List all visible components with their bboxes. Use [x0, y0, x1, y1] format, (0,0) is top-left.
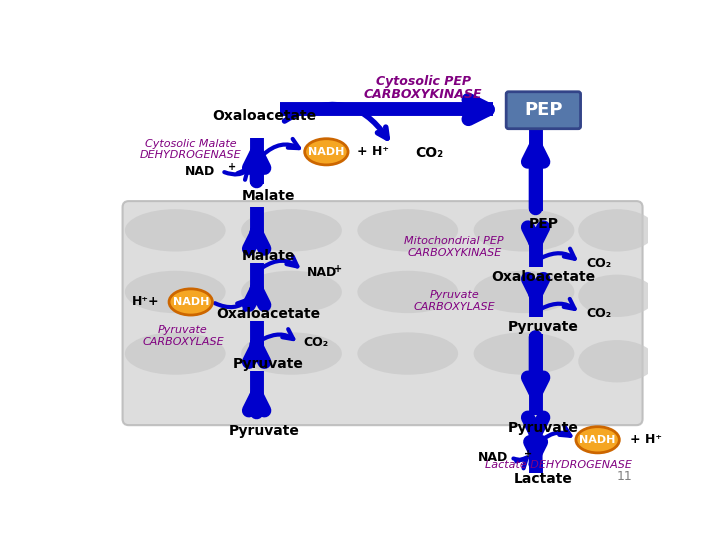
Text: + H⁺: + H⁺ [357, 145, 390, 158]
Ellipse shape [241, 271, 342, 313]
Text: + H⁺: + H⁺ [630, 433, 662, 446]
Text: NAD: NAD [478, 451, 508, 464]
Text: NAD: NAD [307, 266, 337, 279]
Text: Pyruvate: Pyruvate [508, 320, 579, 334]
Text: CARBOXYKINASE: CARBOXYKINASE [364, 87, 482, 100]
Text: Malate: Malate [241, 188, 295, 202]
Text: Pyruvate: Pyruvate [229, 423, 300, 437]
Ellipse shape [357, 209, 458, 252]
Ellipse shape [576, 427, 619, 453]
Text: Oxaloacetate: Oxaloacetate [216, 307, 320, 321]
Text: Lactate: Lactate [514, 472, 573, 486]
Text: Malate: Malate [241, 249, 295, 263]
Text: +: + [334, 264, 342, 274]
Text: NADH: NADH [308, 147, 345, 157]
Text: NADH: NADH [580, 435, 616, 445]
Ellipse shape [357, 333, 458, 375]
Ellipse shape [474, 271, 575, 313]
Text: Oxaloacetate: Oxaloacetate [212, 110, 316, 123]
Text: NADH: NADH [173, 297, 209, 307]
Text: H⁺+: H⁺+ [132, 295, 160, 308]
Ellipse shape [125, 333, 225, 375]
Text: Pyruvate: Pyruvate [508, 421, 579, 435]
Text: CO₂: CO₂ [586, 257, 611, 270]
Text: PEP: PEP [528, 217, 559, 231]
Text: Mitochondrial PEP
CARBOXYKINASE: Mitochondrial PEP CARBOXYKINASE [405, 237, 504, 258]
Text: Oxaloacetate: Oxaloacetate [491, 269, 595, 284]
Text: +: + [228, 162, 236, 172]
Text: Cytosolic PEP: Cytosolic PEP [376, 75, 471, 88]
Ellipse shape [474, 209, 575, 252]
Ellipse shape [357, 271, 458, 313]
FancyBboxPatch shape [506, 92, 580, 129]
Text: Lactate DEHYDROGENASE: Lactate DEHYDROGENASE [485, 460, 632, 470]
Text: Pyruvate: Pyruvate [233, 356, 304, 370]
Ellipse shape [241, 333, 342, 375]
Ellipse shape [578, 209, 656, 252]
Text: CO₂: CO₂ [303, 335, 328, 348]
Ellipse shape [578, 275, 656, 317]
Ellipse shape [578, 340, 656, 382]
FancyBboxPatch shape [122, 201, 642, 425]
Ellipse shape [241, 209, 342, 252]
Text: 11: 11 [617, 470, 632, 483]
Ellipse shape [125, 209, 225, 252]
Text: Cytosolic Malate
DEHYDROGENASE: Cytosolic Malate DEHYDROGENASE [140, 139, 242, 160]
Text: Pyruvate
CARBOXYLASE: Pyruvate CARBOXYLASE [413, 291, 495, 312]
Text: CO₂: CO₂ [415, 146, 444, 160]
Ellipse shape [169, 289, 212, 315]
Ellipse shape [474, 333, 575, 375]
Text: +: + [524, 449, 532, 458]
Ellipse shape [305, 139, 348, 165]
Text: CO₂: CO₂ [586, 307, 611, 320]
Ellipse shape [125, 271, 225, 313]
Text: Pyruvate
CARBOXYLASE: Pyruvate CARBOXYLASE [142, 325, 224, 347]
Text: NAD: NAD [185, 165, 215, 178]
Text: PEP: PEP [524, 101, 562, 119]
